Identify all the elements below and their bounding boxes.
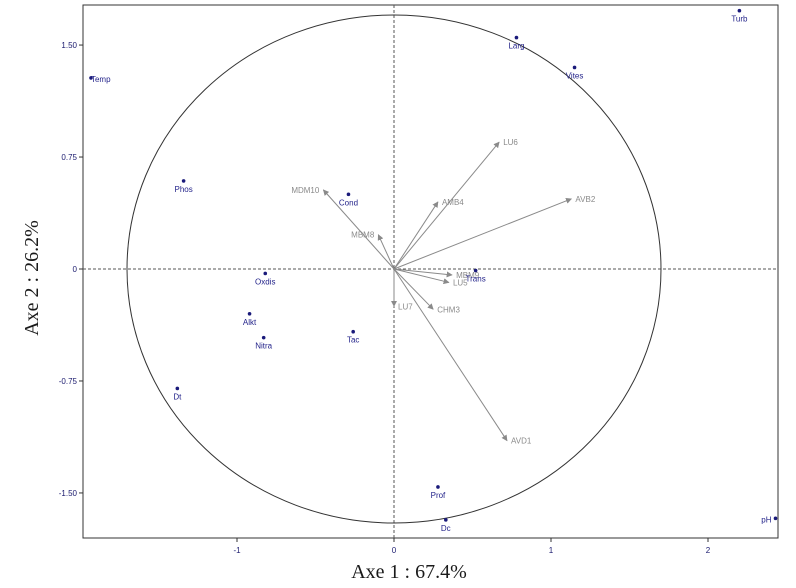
point-oxdis	[263, 271, 268, 276]
vector-label: AMB4	[442, 198, 464, 207]
point-label: Trans	[466, 274, 486, 283]
point-label: Phos	[175, 185, 193, 194]
x-tick-label: -1	[233, 546, 241, 555]
vector-label: LU6	[503, 138, 518, 147]
ticks-layer: -1 0 1 2 1.50 0.75 0 -0.75 -1.50	[59, 41, 711, 555]
points-layer: Turb Larg Vites Temp Phos Cond Trans Oxdis Alkt N…	[89, 8, 778, 533]
y-tick-label: -1.50	[59, 489, 78, 498]
point-nitra	[261, 335, 266, 340]
vector-label: AVD1	[511, 437, 532, 446]
correlation-circle	[126, 14, 662, 524]
point-label: Turb	[731, 15, 748, 24]
point-tac	[351, 329, 355, 334]
x-tick-label: 0	[392, 546, 397, 555]
vector-arrow-lu5	[393, 268, 450, 285]
x-tick-label: 1	[549, 546, 554, 555]
y-tick-label: -0.75	[59, 377, 78, 386]
y-tick-label: 1.50	[61, 41, 77, 50]
point-turb	[737, 8, 742, 13]
point-label: Cond	[339, 198, 358, 207]
x-axis-title: Axe 1 : 67.4%	[351, 561, 467, 583]
point-label: Oxdis	[255, 277, 275, 286]
vector-arrow-mbm8	[377, 234, 395, 270]
vector-arrow-amb4	[393, 201, 439, 270]
point-label: Dt	[173, 392, 182, 401]
vector-arrow-chm3	[393, 268, 434, 310]
x-tick-label: 2	[706, 546, 711, 555]
point-label: Temp	[91, 75, 111, 84]
vector-label: CHM3	[437, 305, 460, 314]
point-trans	[473, 268, 478, 273]
point-label: Nitra	[255, 342, 272, 351]
vector-arrow-avb2	[393, 198, 572, 270]
point-label: pH	[761, 515, 771, 524]
point-alkt	[247, 311, 252, 316]
point-ph	[773, 516, 778, 521]
vector-arrow-avd1	[393, 268, 508, 442]
y-tick-label: 0.75	[61, 153, 77, 162]
point-label: Tac	[347, 336, 359, 345]
point-phos	[181, 179, 186, 183]
point-dc	[444, 518, 448, 522]
point-label: Prof	[431, 491, 446, 500]
point-larg	[514, 35, 519, 40]
vector-arrow-mdm10	[322, 189, 395, 270]
vector-label: MDM10	[291, 186, 320, 195]
vector-arrow-mbm9	[393, 268, 453, 278]
vector-label: LU7	[398, 302, 413, 311]
y-axis-title: Axe 2 : 26.2%	[21, 220, 43, 336]
vector-arrow-lu6	[393, 141, 500, 270]
point-prof	[436, 485, 440, 489]
point-label: Larg	[508, 42, 524, 51]
point-label: Alkt	[243, 318, 257, 327]
point-dt	[175, 386, 180, 391]
point-cond	[346, 192, 351, 197]
vector-label: LU5	[453, 278, 468, 287]
vector-label: AVB2	[575, 195, 595, 204]
point-temp	[89, 76, 93, 80]
vector-label: MBM9	[456, 271, 480, 280]
vector-label: MBM8	[351, 231, 375, 240]
plot-frame	[82, 4, 779, 539]
point-label: Vites	[566, 71, 584, 80]
point-vites	[572, 65, 577, 70]
point-label: Dc	[441, 524, 451, 533]
y-tick-label: 0	[73, 265, 78, 274]
